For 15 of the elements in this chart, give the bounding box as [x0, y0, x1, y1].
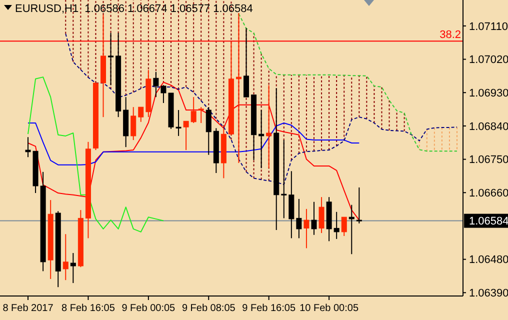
y-tick-label: 1.06750 [469, 154, 508, 166]
x-tick-label: 9 Feb 00:05 [122, 303, 176, 314]
y-tick-label: 1.06390 [469, 288, 508, 300]
x-tick-label: 8 Feb 16:05 [62, 303, 116, 314]
x-tick-label: 10 Feb 00:05 [300, 303, 359, 314]
x-tick-label: 8 Feb 2017 [2, 303, 54, 314]
y-tick-label: 1.06480 [469, 254, 508, 266]
y-tick-label: 1.07110 [469, 20, 508, 33]
annotation: 38.2 [440, 29, 461, 42]
y-tick-label: 1.06930 [469, 87, 508, 100]
y-tick-label: 1.06660 [469, 187, 508, 200]
x-tick-label: 9 Feb 08:05 [182, 303, 236, 314]
x-tick-label: 9 Feb 16:05 [242, 303, 296, 314]
y-tick-label: 1.06840 [469, 120, 508, 133]
y-tick-label: 1.07020 [469, 54, 508, 66]
